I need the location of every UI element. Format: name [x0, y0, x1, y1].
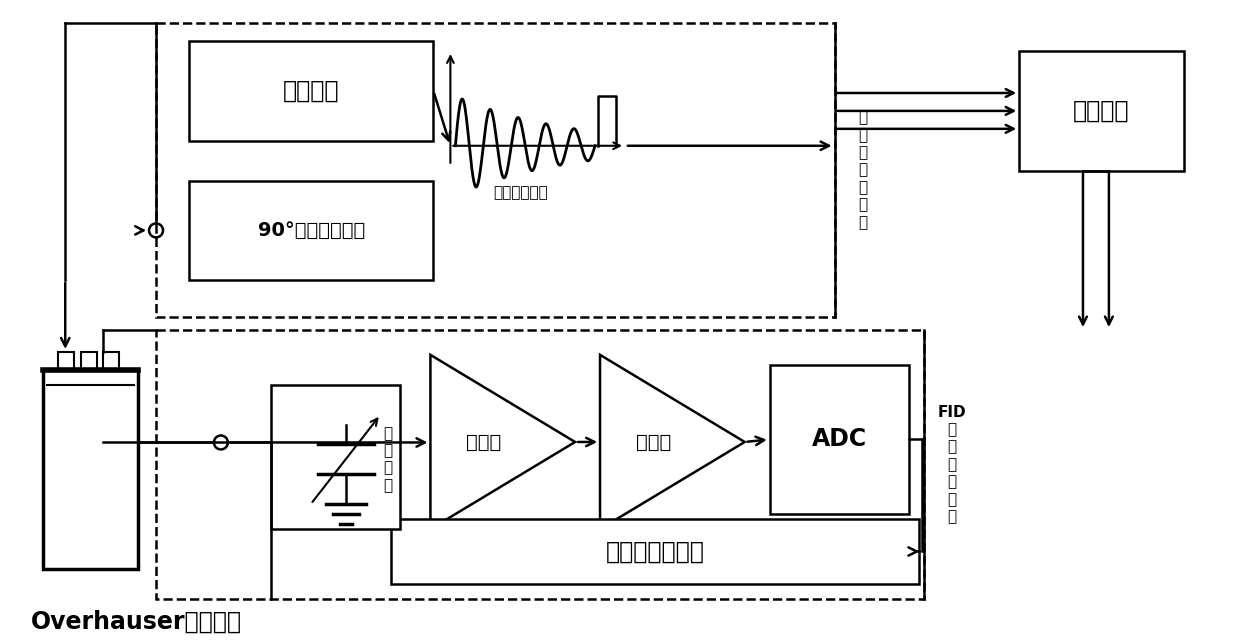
Text: 放大器: 放大器: [466, 433, 502, 451]
Text: ADC: ADC: [812, 428, 867, 451]
Bar: [58, 352, 74, 370]
Bar: [270, 385, 401, 529]
Bar: [43, 370, 138, 569]
Bar: [81, 352, 97, 370]
Text: 激励信号时序: 激励信号时序: [492, 186, 548, 201]
Bar: [391, 519, 919, 584]
Text: FID
信
号
处
理
单
元: FID 信 号 处 理 单 元: [937, 404, 966, 524]
Bar: [103, 352, 119, 370]
Text: 射频激励: 射频激励: [283, 79, 340, 103]
Text: 传
感
器
激
励
单
元: 传 感 器 激 励 单 元: [858, 110, 867, 230]
Text: 90°直流脉冲激励: 90°直流脉冲激励: [258, 221, 365, 240]
Text: 滤波器: 滤波器: [636, 433, 671, 451]
Polygon shape: [600, 355, 745, 529]
Bar: [188, 41, 434, 141]
Text: 供电电池: 供电电池: [1073, 99, 1130, 123]
Bar: [770, 365, 909, 514]
Text: Overhauser磁传感器: Overhauser磁传感器: [31, 610, 242, 634]
Bar: [156, 330, 924, 599]
Bar: [156, 23, 835, 317]
Text: 数字信号处理器: 数字信号处理器: [605, 540, 704, 563]
Polygon shape: [430, 355, 575, 529]
Bar: [188, 181, 434, 280]
Text: 调
谐
电
容: 调 谐 电 容: [383, 426, 393, 493]
Bar: [1019, 51, 1184, 171]
